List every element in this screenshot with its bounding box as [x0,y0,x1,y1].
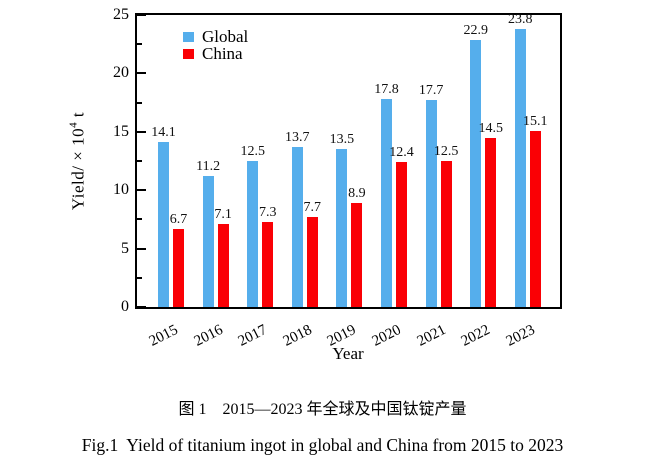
plot-inner: 14.1 6.7 11.2 7.1 12.5 7.3 13.7 7.7 13.5 8.9 17.8 1… [137,12,560,308]
y-tick-minor-7.5 [137,218,142,221]
value-label-global-2019: 13.5 [329,132,355,148]
y-axis-title-unit: t [68,111,88,122]
figure-caption-english: Fig.1 Yield of titanium ingot in global … [81,435,564,455]
bar-global-2018 [291,146,303,307]
bar-china-2016 [217,224,229,307]
legend-label-global: Global [202,27,249,46]
x-axis-title: Year [332,344,364,363]
value-label-global-2022: 22.9 [463,22,488,38]
bar-global-2022 [470,39,482,307]
value-label-china-2016: 7.1 [214,207,232,223]
value-label-china-2017: 7.3 [258,204,277,220]
bar-china-2021 [440,161,452,307]
x-tick-label-2016: 2016 [191,321,226,350]
y-tick-major-0 [137,306,146,308]
y-tick-major-15 [137,130,146,133]
bar-chart: Yield/ × 104 t 0 5 10 15 20 25 14.1 6.7 11.2 7.1… [67,6,562,363]
value-label-china-2018: 7.7 [303,200,322,216]
y-axis-title-exponent: 4 [67,121,80,128]
bar-china-2020 [396,162,407,307]
y-tick-label-10: 10 [113,181,129,199]
x-tick-label-2022: 2022 [458,321,493,350]
value-label-global-2021: 17.7 [418,83,444,99]
value-label-global-2016: 11.2 [196,159,221,175]
legend-swatch-global-icon [183,31,194,42]
value-label-global-2018: 13.7 [285,129,310,145]
value-label-global-2015: 14.1 [151,125,176,141]
bar-china-2019 [351,203,363,307]
legend: Global China [183,28,248,62]
y-tick-minor-17.5 [137,101,142,104]
plot-area: 14.1 6.7 11.2 7.1 12.5 7.3 13.7 7.7 13.5 8.9 17.8 1… [135,12,562,309]
x-tick-label-2017: 2017 [235,321,270,350]
y-tick-label-25: 25 [113,6,129,23]
value-label-china-2022: 14.5 [478,120,503,136]
value-label-china-2023: 15.1 [523,113,548,129]
bar-global-2020 [381,99,392,307]
bar-china-2023 [529,130,541,307]
x-tick-label-2021: 2021 [414,321,449,350]
y-tick-major-5 [137,247,146,250]
bar-global-2015 [158,142,169,307]
x-tick-label-2015: 2015 [146,321,181,350]
y-tick-minor-22.5 [137,43,142,46]
bar-global-2017 [247,161,259,307]
bar-china-2022 [485,137,497,307]
y-tick-major-25 [137,14,146,16]
bar-global-2016 [202,176,214,307]
x-tick-label-2018: 2018 [280,321,315,350]
bar-china-2017 [262,221,274,307]
legend-label-china: China [202,44,243,63]
bar-china-2015 [173,228,184,307]
y-tick-minor-2.5 [137,276,142,279]
value-label-china-2021: 12.5 [433,144,459,159]
value-label-china-2019: 8.9 [348,186,366,202]
figure-caption-chinese: 图 1 2015—2023 年全球及中国钛锭产量 [178,401,467,418]
y-tick-label-5: 5 [121,239,129,257]
y-tick-label-20: 20 [113,64,129,82]
bar-global-2023 [514,29,526,307]
value-label-china-2015: 6.7 [169,211,188,227]
value-label-global-2023: 23.8 [508,12,533,28]
value-label-global-2017: 12.5 [240,144,265,159]
legend-swatch-china-icon [183,48,194,59]
y-tick-major-10 [137,189,146,192]
bar-china-2018 [306,217,318,307]
bar-global-2021 [425,100,437,307]
y-tick-minor-12.5 [137,160,142,162]
legend-item-china: China [183,45,248,62]
y-tick-label-0: 0 [121,298,129,315]
x-tick-label-2023: 2023 [503,321,538,350]
legend-item-global: Global [183,28,248,45]
bar-global-2019 [336,149,348,307]
value-label-global-2020: 17.8 [374,82,399,98]
y-tick-major-20 [137,72,146,75]
value-label-china-2020: 12.4 [389,145,414,161]
y-tick-label-15: 15 [113,122,129,140]
